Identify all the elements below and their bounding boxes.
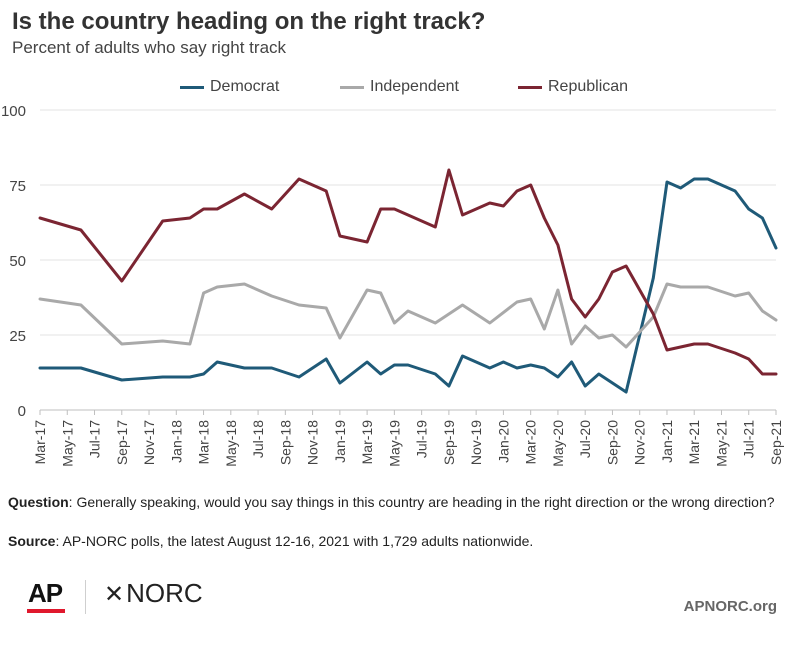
x-tick-label: Mar-20	[523, 420, 539, 465]
x-tick-label: Nov-20	[632, 420, 648, 465]
legend-item-republican: Republican	[518, 78, 628, 96]
source-label: Source	[8, 533, 56, 549]
legend-swatch-democrat	[180, 85, 204, 89]
ap-logo: AP	[28, 578, 63, 608]
x-tick-label: Mar-18	[196, 420, 212, 465]
legend-swatch-republican	[518, 85, 542, 89]
site-url: APNORC.org	[683, 598, 777, 615]
x-tick-label: Nov-19	[468, 420, 484, 465]
x-tick-label: Jul-19	[414, 420, 430, 458]
question-label: Question	[8, 494, 69, 510]
logo-divider	[85, 580, 86, 614]
x-tick-label: Sep-18	[277, 420, 293, 465]
source-text: : AP-NORC polls, the latest August 12-16…	[55, 533, 534, 549]
x-tick-label: May-20	[550, 420, 566, 467]
series-line-republican	[38, 168, 778, 376]
series-line-independent	[38, 282, 778, 349]
x-tick-label: Jan-18	[168, 420, 184, 463]
source-note: Source: AP-NORC polls, the latest August…	[8, 531, 778, 551]
x-tick-label: May-18	[223, 420, 239, 467]
legend-item-independent: Independent	[340, 78, 459, 96]
x-tick-label: Jul-20	[577, 420, 593, 458]
series-line-democrat	[38, 177, 778, 394]
x-tick-label: Jan-21	[659, 420, 675, 463]
y-tick-label: 100	[1, 103, 26, 120]
x-tick-label: Jul-21	[741, 420, 757, 458]
x-tick-label: Jul-17	[87, 420, 103, 458]
legend-label-independent: Independent	[370, 78, 459, 95]
norc-star-icon: ✕	[104, 581, 125, 608]
x-tick-label: May-17	[59, 420, 75, 467]
y-tick-label: 25	[9, 328, 26, 345]
chart-subtitle: Percent of adults who say right track	[12, 38, 287, 57]
x-tick-label: Nov-17	[141, 420, 157, 465]
legend-label-republican: Republican	[548, 78, 629, 95]
x-tick-label: Mar-21	[686, 420, 702, 465]
x-tick-label: Mar-19	[359, 420, 375, 465]
chart-title: Is the country heading on the right trac…	[12, 8, 486, 35]
norc-logo-text: NORC	[126, 578, 203, 608]
y-tick-label: 50	[9, 253, 26, 270]
line-chart: 0 25 50 75 100 Mar-17 May-17 Jul-17 Sep-17 Nov-17…	[1, 103, 784, 467]
legend-item-democrat: Democrat	[180, 78, 279, 96]
legend-swatch-independent	[340, 85, 364, 89]
x-tick-label: May-21	[713, 420, 729, 467]
x-tick-label: May-19	[386, 420, 402, 467]
x-tick-label: Jul-18	[250, 420, 266, 458]
y-tick-label: 75	[9, 178, 26, 195]
x-tick-label: Sep-21	[768, 420, 784, 465]
y-tick-label: 0	[18, 403, 26, 420]
x-tick-label: Nov-18	[305, 420, 321, 465]
ap-logo-underline	[27, 609, 65, 613]
chart-legend: Democrat Independent Republican	[0, 78, 787, 102]
question-text: : Generally speaking, would you say thin…	[68, 494, 775, 510]
x-tick-label: Jan-20	[495, 420, 511, 463]
x-tick-label: Sep-19	[441, 420, 457, 465]
norc-logo: ✕NORC	[104, 578, 203, 609]
x-tick-label: Jan-19	[332, 420, 348, 463]
x-tick-label: Sep-17	[114, 420, 130, 465]
x-tick-label: Sep-20	[604, 420, 620, 465]
x-tick-label: Mar-17	[32, 420, 48, 465]
legend-label-democrat: Democrat	[210, 78, 280, 95]
question-note: Question: Generally speaking, would you …	[8, 492, 778, 512]
